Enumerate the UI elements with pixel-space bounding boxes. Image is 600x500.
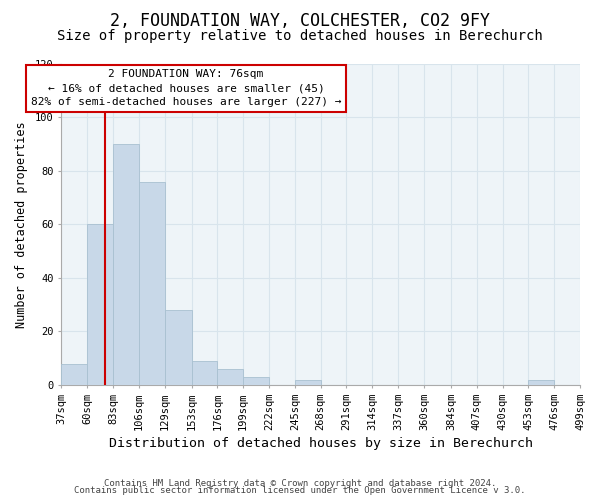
Text: Contains HM Land Registry data © Crown copyright and database right 2024.: Contains HM Land Registry data © Crown c… (104, 478, 496, 488)
Text: Contains public sector information licensed under the Open Government Licence v : Contains public sector information licen… (74, 486, 526, 495)
Bar (87, 224, 113, 385)
Text: 2, FOUNDATION WAY, COLCHESTER, CO2 9FY: 2, FOUNDATION WAY, COLCHESTER, CO2 9FY (110, 12, 490, 30)
Text: Size of property relative to detached houses in Berechurch: Size of property relative to detached ho… (57, 29, 543, 43)
X-axis label: Distribution of detached houses by size in Berechurch: Distribution of detached houses by size … (109, 437, 533, 450)
Bar (139, 182, 164, 385)
Bar (295, 380, 320, 385)
Bar (217, 369, 243, 385)
Bar (164, 310, 191, 385)
Y-axis label: Number of detached properties: Number of detached properties (15, 121, 28, 328)
Bar (191, 361, 217, 385)
Bar (529, 380, 554, 385)
Bar (113, 144, 139, 385)
Bar (61, 364, 87, 385)
Bar (243, 377, 269, 385)
Text: 2 FOUNDATION WAY: 76sqm
← 16% of detached houses are smaller (45)
82% of semi-de: 2 FOUNDATION WAY: 76sqm ← 16% of detache… (31, 70, 341, 108)
